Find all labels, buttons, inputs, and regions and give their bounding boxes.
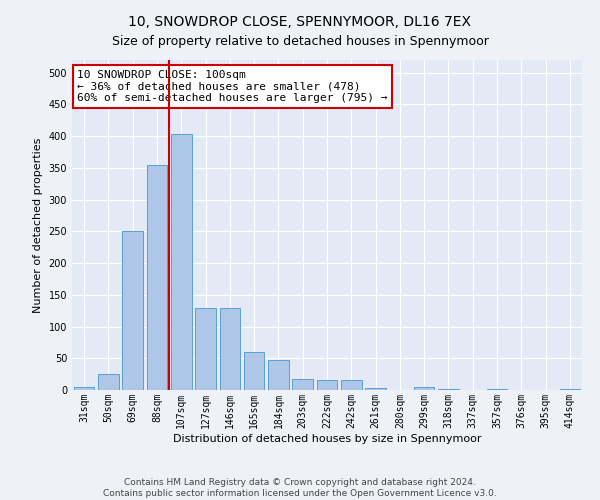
Text: Size of property relative to detached houses in Spennymoor: Size of property relative to detached ho… bbox=[112, 35, 488, 48]
Bar bbox=[98, 374, 119, 390]
Bar bbox=[122, 232, 143, 390]
Bar bbox=[268, 360, 289, 390]
Bar bbox=[341, 380, 362, 390]
Text: Contains HM Land Registry data © Crown copyright and database right 2024.
Contai: Contains HM Land Registry data © Crown c… bbox=[103, 478, 497, 498]
Bar bbox=[171, 134, 191, 390]
Text: 10, SNOWDROP CLOSE, SPENNYMOOR, DL16 7EX: 10, SNOWDROP CLOSE, SPENNYMOOR, DL16 7EX bbox=[128, 15, 472, 29]
Bar bbox=[146, 164, 167, 390]
Bar bbox=[414, 387, 434, 390]
Text: 10 SNOWDROP CLOSE: 100sqm
← 36% of detached houses are smaller (478)
60% of semi: 10 SNOWDROP CLOSE: 100sqm ← 36% of detac… bbox=[77, 70, 388, 103]
Bar bbox=[195, 308, 216, 390]
Bar bbox=[74, 388, 94, 390]
Bar bbox=[365, 388, 386, 390]
Bar bbox=[244, 352, 265, 390]
X-axis label: Distribution of detached houses by size in Spennymoor: Distribution of detached houses by size … bbox=[173, 434, 481, 444]
Bar bbox=[292, 378, 313, 390]
Bar bbox=[317, 380, 337, 390]
Y-axis label: Number of detached properties: Number of detached properties bbox=[33, 138, 43, 312]
Bar bbox=[220, 308, 240, 390]
